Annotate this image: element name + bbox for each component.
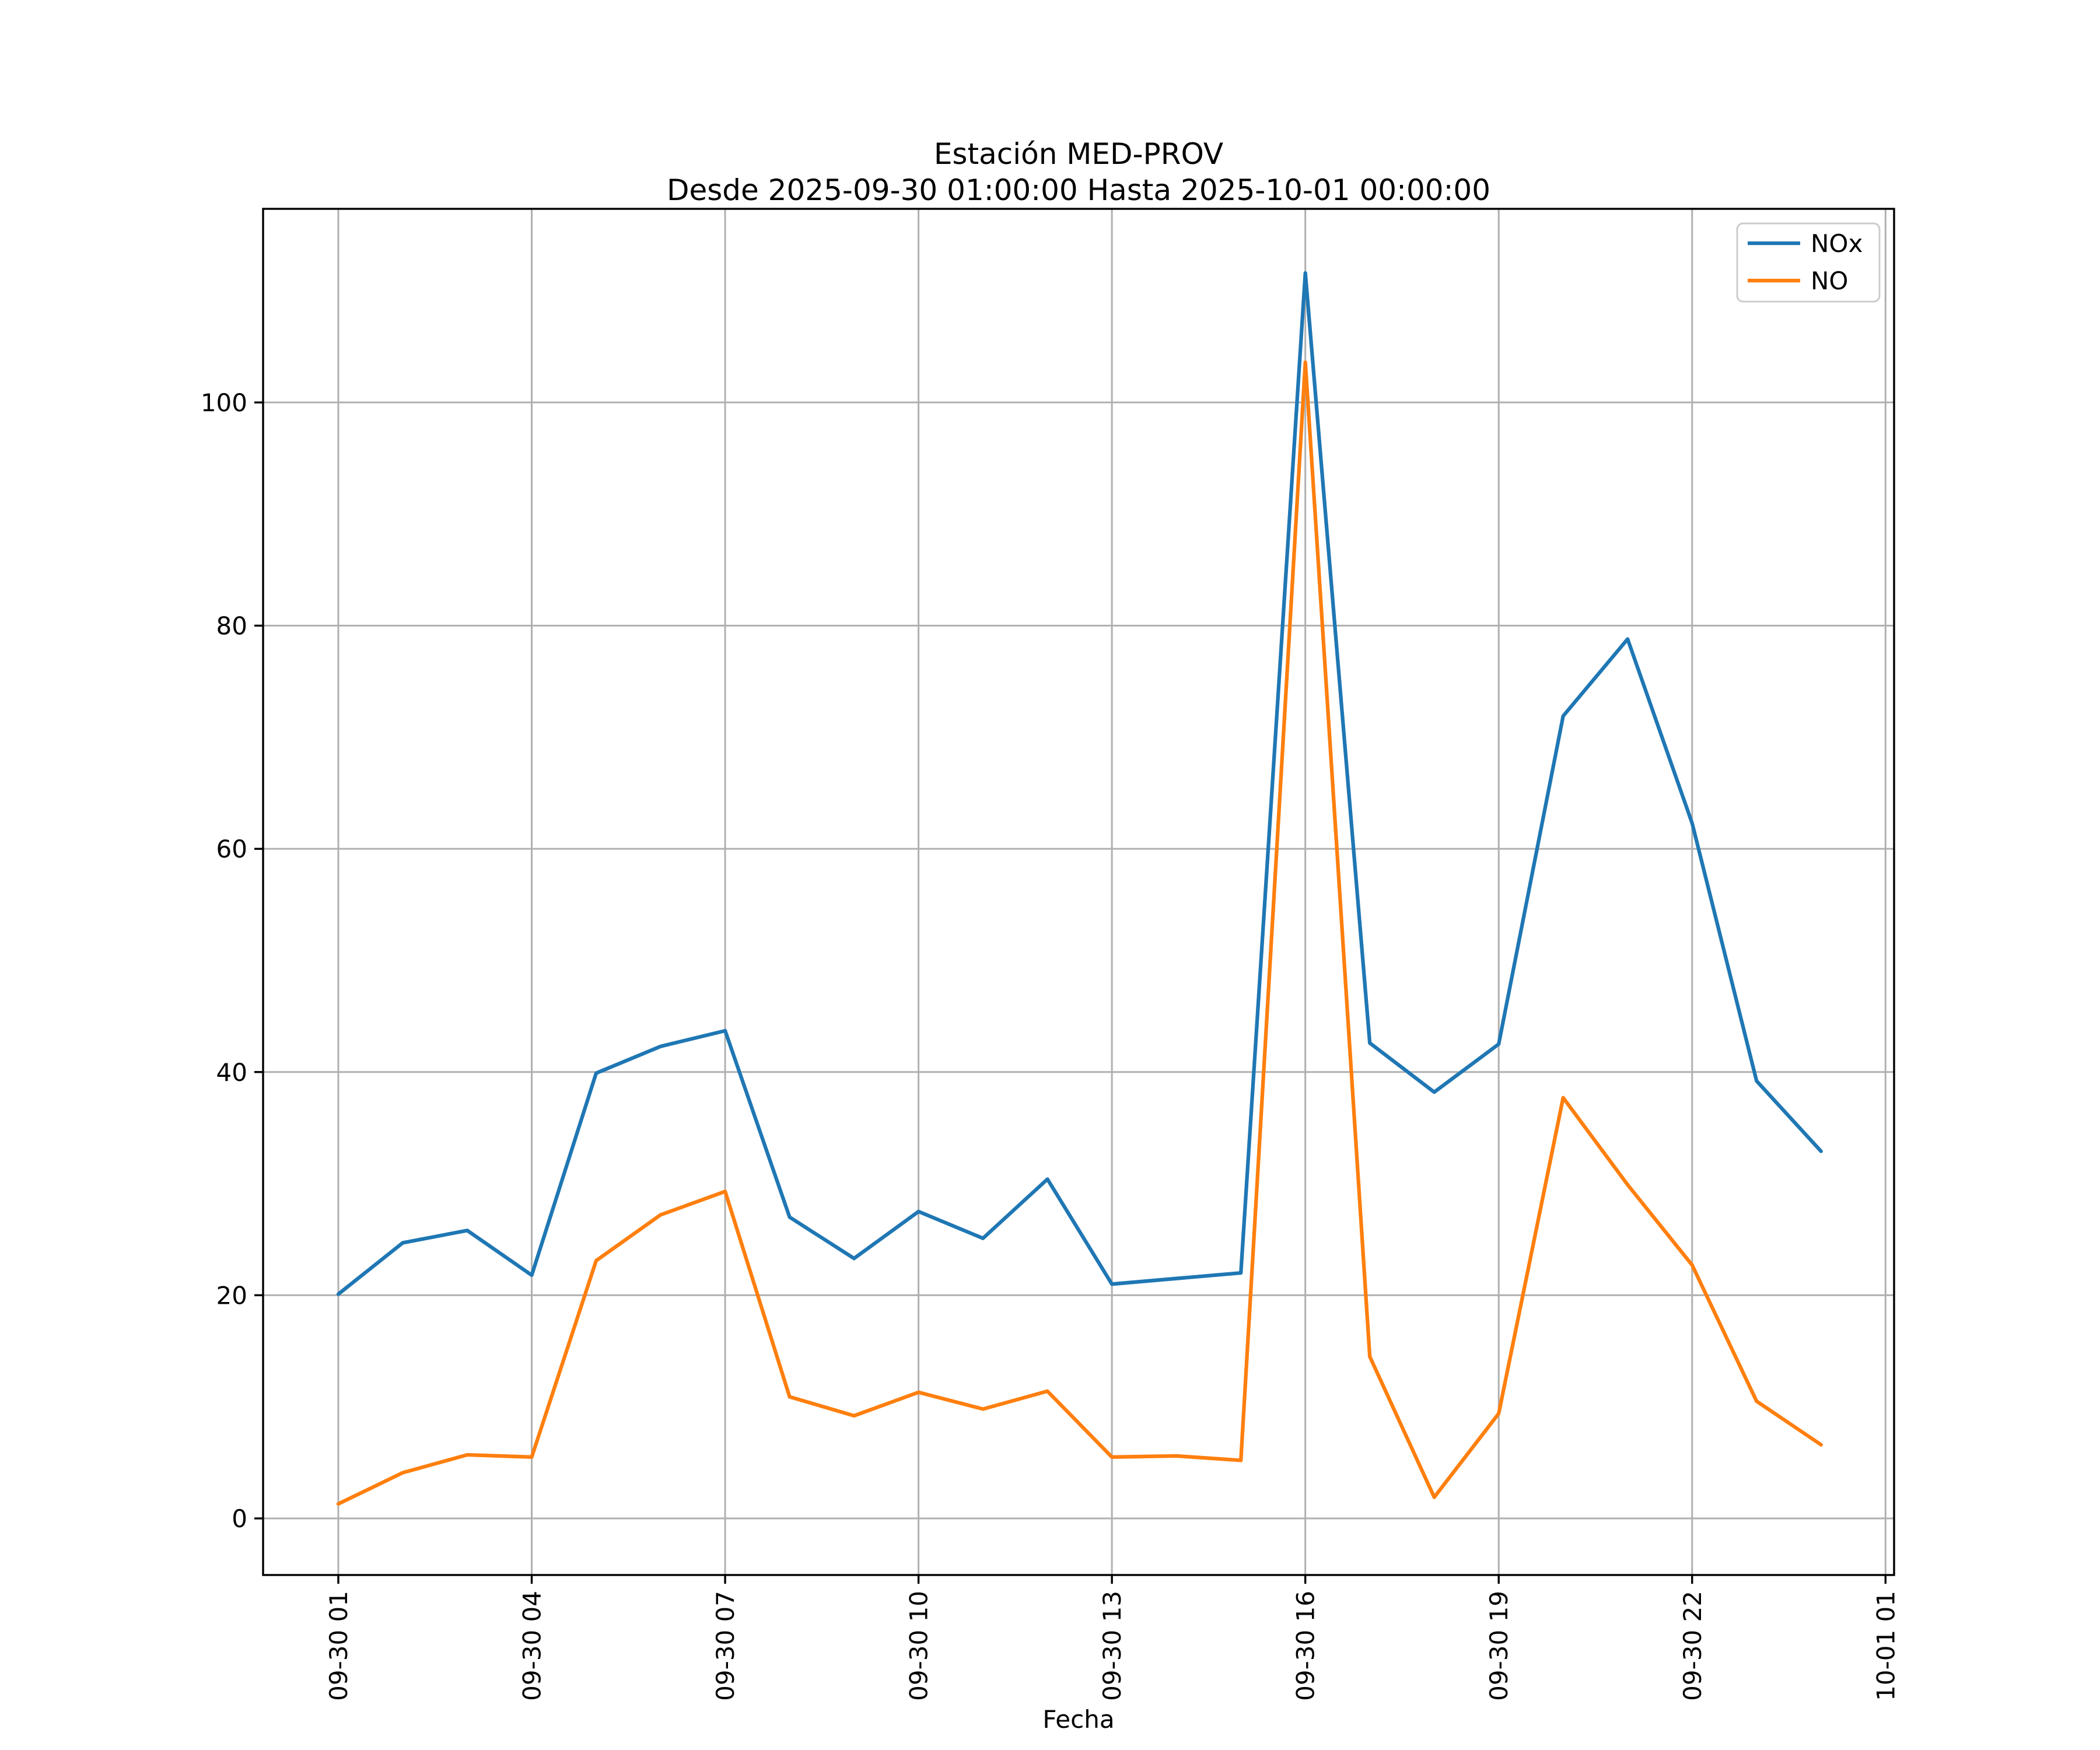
x-tick-label: 09-30 07 xyxy=(711,1591,740,1701)
y-tick-label: 40 xyxy=(216,1058,247,1087)
chart-subtitle: Desde 2025-09-30 01:00:00 Hasta 2025-10-… xyxy=(667,173,1490,207)
gridlines xyxy=(263,209,1894,1575)
x-tick-label: 09-30 16 xyxy=(1292,1591,1320,1701)
legend-label-no: NO xyxy=(1811,267,1848,295)
x-tick-label: 09-30 13 xyxy=(1098,1591,1126,1701)
series-lines xyxy=(336,271,1823,1506)
x-tick-label: 10-01 01 xyxy=(1871,1591,1900,1701)
y-tick-label: 0 xyxy=(232,1504,247,1533)
axis-ticks: 0 20 40 60 80 100 09-30 01 09-30 04 09-30 07 09-3… xyxy=(201,388,1900,1701)
legend: NOx NO xyxy=(1736,222,1881,303)
x-tick-label: 09-30 04 xyxy=(518,1591,547,1701)
chart-title: Estación MED-PROV xyxy=(934,137,1223,171)
x-tick-label: 09-30 22 xyxy=(1678,1591,1707,1701)
series-line-no xyxy=(336,360,1823,1506)
x-tick-label: 09-30 10 xyxy=(905,1591,933,1701)
x-axis-label: Fecha xyxy=(1042,1705,1114,1734)
y-tick-label: 80 xyxy=(216,612,247,640)
x-tick-label: 09-30 19 xyxy=(1485,1591,1513,1701)
y-tick-label: 20 xyxy=(216,1281,247,1310)
x-tick-label: 09-30 01 xyxy=(324,1591,353,1701)
plot-border xyxy=(262,208,1895,1576)
y-tick-label: 60 xyxy=(216,835,247,863)
series-line-nox xyxy=(336,271,1823,1296)
legend-label-nox: NOx xyxy=(1811,229,1863,258)
y-tick-label: 100 xyxy=(201,388,247,417)
